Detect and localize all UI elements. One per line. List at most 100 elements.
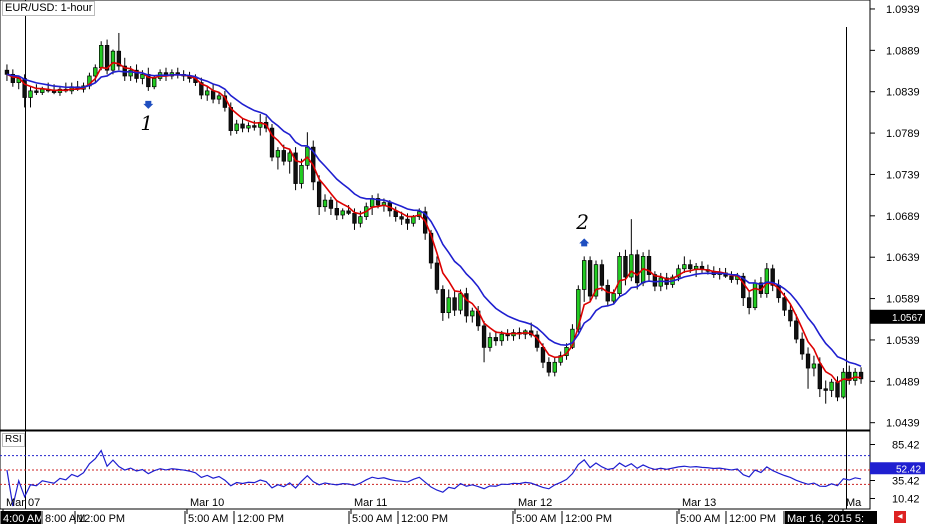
price-tick-label: 1.0689 bbox=[886, 211, 920, 223]
candle bbox=[446, 289, 451, 319]
candle bbox=[464, 287, 469, 323]
svg-text:1.0567: 1.0567 bbox=[892, 313, 923, 324]
candle-body-bull bbox=[340, 210, 345, 216]
candle bbox=[481, 320, 487, 363]
candle-body-bear bbox=[228, 107, 233, 131]
candle bbox=[817, 357, 822, 398]
candle bbox=[599, 259, 605, 292]
date-label: Mar 12 bbox=[518, 497, 552, 509]
candle-body-bull bbox=[275, 150, 281, 158]
candle-body-bull bbox=[299, 165, 304, 184]
annotation-1-label: 1 bbox=[140, 110, 154, 135]
candle-body-bear bbox=[587, 260, 593, 297]
candle-body-bear bbox=[741, 275, 746, 299]
candle bbox=[299, 158, 304, 189]
candle-body-bull bbox=[216, 95, 222, 100]
candle bbox=[487, 332, 493, 352]
candle-body-bull bbox=[458, 293, 463, 311]
candle-body-bear bbox=[4, 69, 10, 75]
candle-body-bear bbox=[375, 198, 381, 206]
price-tick-label: 1.0939 bbox=[886, 4, 920, 16]
rsi-tick-label: 85.42 bbox=[892, 439, 920, 451]
candle-body-bear bbox=[799, 338, 805, 355]
candle-body-bear bbox=[210, 90, 216, 100]
up-arrow-icon bbox=[579, 238, 590, 247]
price-tick-label: 1.0589 bbox=[886, 294, 920, 306]
candle bbox=[28, 86, 33, 108]
candle-body-bear bbox=[546, 361, 552, 373]
candle bbox=[340, 208, 345, 220]
candle bbox=[794, 314, 799, 344]
annotation-layer bbox=[143, 100, 590, 247]
rsi-line bbox=[6, 449, 862, 507]
candle-body-bear bbox=[10, 73, 16, 83]
candle-body-bear bbox=[104, 45, 110, 71]
time-axis: Mar 07 Mar 10 Mar 11 Mar 12 Mar 13 Ma4:00 AM 8… bbox=[0, 497, 877, 525]
candle-body-bear bbox=[316, 181, 322, 208]
candle-body-bull bbox=[322, 199, 328, 208]
time-label-highlight bbox=[1, 511, 41, 524]
price-tick-label: 1.0789 bbox=[886, 128, 920, 140]
candle bbox=[293, 147, 298, 191]
fast-ma-line bbox=[6, 61, 862, 384]
candle-body-bull bbox=[676, 268, 681, 278]
candle-body-bull bbox=[152, 78, 157, 88]
candle bbox=[587, 256, 593, 302]
candle-body-bear bbox=[493, 337, 499, 342]
time-label: 12:00 PM bbox=[729, 513, 776, 525]
candle-body-bull bbox=[358, 216, 363, 224]
price-tick-label: 1.0639 bbox=[886, 252, 920, 264]
candle-body-bull bbox=[28, 90, 33, 98]
price-tick-label: 1.0839 bbox=[886, 87, 920, 99]
candle bbox=[788, 304, 793, 327]
candle bbox=[246, 122, 251, 133]
candle-body-bear bbox=[269, 127, 275, 158]
candle-body-bull bbox=[246, 125, 251, 129]
rsi-label: RSI bbox=[2, 433, 25, 447]
scroll-end-icon[interactable]: ◂ bbox=[894, 511, 906, 523]
candle bbox=[205, 86, 210, 101]
candle bbox=[99, 41, 104, 71]
candle bbox=[493, 330, 499, 346]
candle-body-bull bbox=[128, 69, 133, 77]
slow-ma-line bbox=[6, 70, 862, 367]
candle-body-bull bbox=[593, 264, 599, 297]
candle-body-bull bbox=[841, 371, 846, 398]
candle bbox=[635, 249, 640, 290]
candle-body-bear bbox=[434, 262, 440, 290]
candle-body-bull bbox=[99, 45, 104, 69]
candle-body-bull bbox=[287, 152, 292, 162]
candle-body-bear bbox=[823, 388, 828, 391]
candle bbox=[34, 84, 39, 96]
candle bbox=[858, 367, 864, 384]
time-label: 5:00 AM bbox=[516, 513, 556, 525]
candle-body-bull bbox=[829, 381, 834, 391]
time-label: Mar 16, 2015 5: bbox=[787, 513, 864, 525]
candle bbox=[269, 123, 275, 162]
candle-body-bear bbox=[199, 82, 204, 96]
date-label: Ma bbox=[846, 497, 862, 509]
candle-body-bear bbox=[281, 150, 286, 162]
candle bbox=[458, 289, 463, 315]
candle-body-bear bbox=[835, 381, 840, 398]
candle-body-bull bbox=[110, 50, 116, 71]
candle-body-bull bbox=[617, 256, 622, 294]
candle bbox=[593, 260, 599, 300]
candle-body-bear bbox=[729, 275, 734, 280]
candle-body-bear bbox=[116, 50, 122, 67]
candle-body-bull bbox=[411, 216, 416, 224]
candle-body-bear bbox=[652, 274, 658, 287]
candle bbox=[328, 196, 334, 215]
candle-body-bull bbox=[140, 73, 145, 79]
candle-body-bear bbox=[688, 264, 693, 270]
date-label: Mar 13 bbox=[682, 497, 716, 509]
date-label: Mar 10 bbox=[190, 497, 224, 509]
candle bbox=[829, 378, 834, 398]
candle bbox=[10, 69, 16, 87]
candle-body-bear bbox=[440, 289, 446, 313]
time-label: 12:00 PM bbox=[565, 513, 612, 525]
candle-body-bear bbox=[346, 210, 351, 214]
time-label: 12:00 PM bbox=[401, 513, 448, 525]
candle-body-bear bbox=[334, 208, 339, 216]
candle-body-bull bbox=[446, 297, 451, 313]
